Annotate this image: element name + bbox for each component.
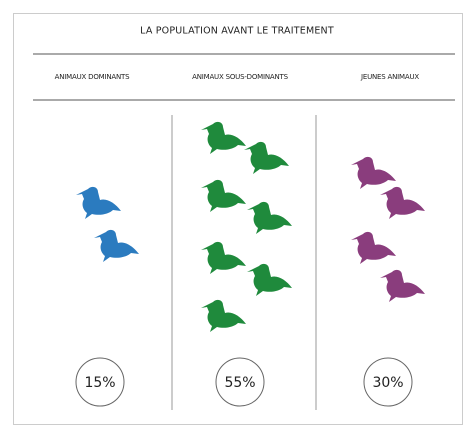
frame — [13, 13, 463, 425]
bird-icon — [201, 241, 246, 274]
column-label: ANIMAUX SOUS-DOMINANTS — [192, 73, 288, 81]
columns: ANIMAUX DOMINANTS 15% ANIMAUX SOUS-DOMINAN… — [55, 73, 425, 407]
column-label: ANIMAUX DOMINANTS — [55, 73, 130, 81]
bird-icon — [94, 229, 139, 262]
percent-label: 30% — [372, 375, 403, 391]
bird-icon — [201, 179, 246, 212]
bird-icon — [380, 186, 425, 219]
percent-circle — [363, 357, 413, 407]
bird-icon — [351, 156, 396, 189]
bird-icon — [244, 141, 289, 174]
percent-circle — [215, 357, 265, 407]
percent-label: 55% — [224, 375, 255, 391]
bird-icon — [380, 269, 425, 302]
bird-icon — [76, 186, 121, 219]
title: LA POPULATION AVANT LE TRAITEMENT — [140, 26, 334, 37]
bird-icon — [201, 121, 246, 154]
bird-icon — [201, 299, 246, 332]
percent-label: 15% — [84, 375, 115, 391]
bird-icon — [351, 231, 396, 264]
percent-circle — [75, 357, 125, 407]
column-label: JEUNES ANIMAUX — [360, 73, 419, 81]
bird-icon — [247, 201, 292, 234]
bird-icon — [247, 263, 292, 296]
